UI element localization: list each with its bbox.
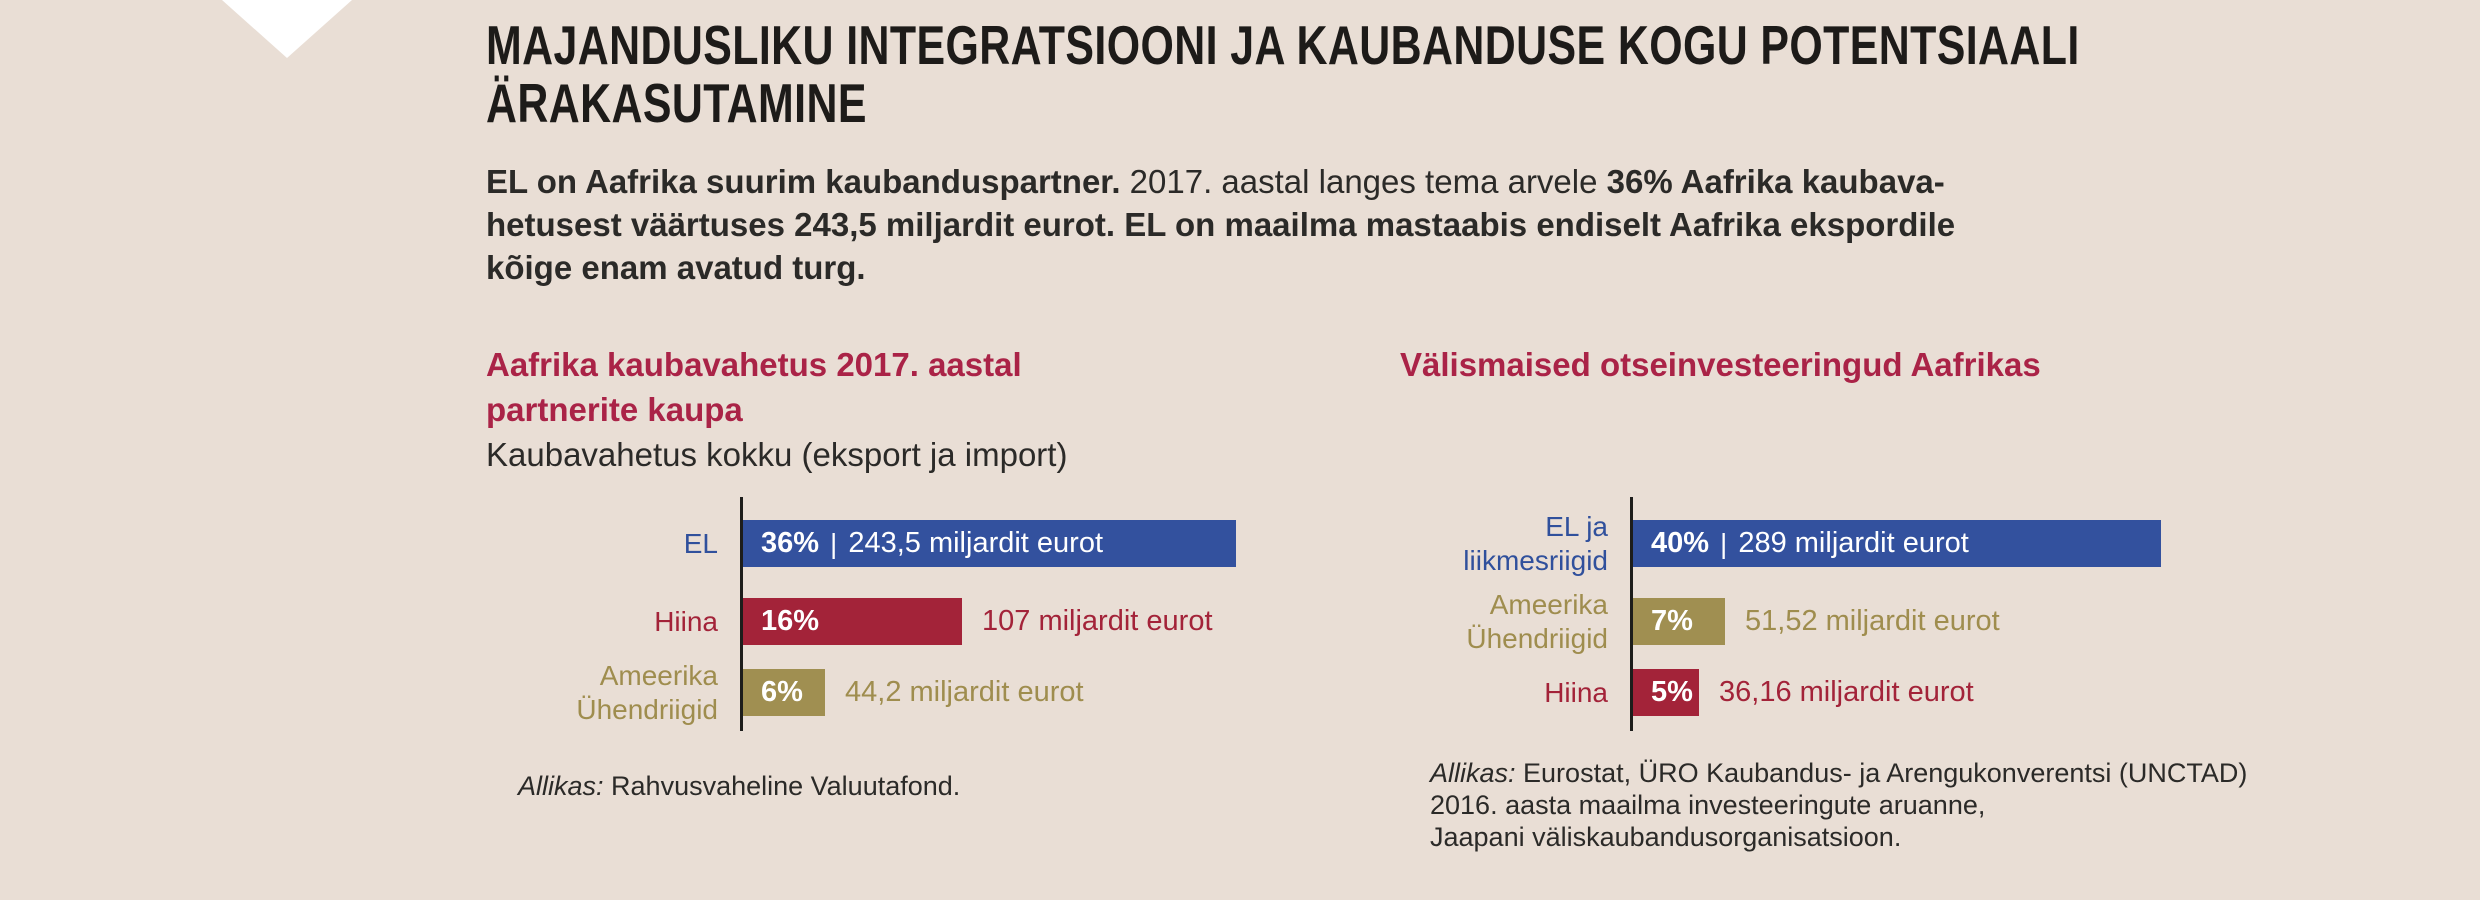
intro-line-1: EL on Aafrika suurim kaubanduspartner. 2… — [486, 160, 1955, 203]
intro-bold-stat: 36% Aafrika kaubava- — [1606, 163, 1945, 200]
bar-label-usa: Ameerika Ühendriigid — [576, 659, 718, 725]
page-title: MAJANDUSLIKU INTEGRATSIOONI JA KAUBANDUS… — [486, 16, 2080, 132]
bar-percent-usa-fdi: 7% — [1651, 605, 1693, 637]
left-chart-heading-line-1: Aafrika kaubavahetus 2017. aastal — [486, 346, 1022, 383]
bar-label-el: EL — [683, 527, 718, 559]
bar-row-usa: Ameerika Ühendriigid 6% 44,2 miljardit e… — [486, 660, 1236, 725]
bar-el-liikmesriigid: 40% | 289 miljardit eurot — [1633, 520, 2161, 567]
source-text: Eurostat, ÜRO Kaubandus- ja Arengukonver… — [1515, 758, 2248, 788]
left-chart-heading: Aafrika kaubavahetus 2017. aastal partne… — [486, 342, 1022, 432]
right-source-line-2: 2016. aasta maailma investeeringute arua… — [1430, 790, 1986, 820]
intro-regular-run: 2017. aastal langes tema arvele — [1120, 163, 1607, 200]
bar-percent-el: 36% — [761, 527, 820, 559]
bar-label-el-liikmesriigid: EL ja liikmesriigid — [1463, 510, 1608, 576]
right-chart-source: Allikas: Eurostat, ÜRO Kaubandus- ja Are… — [1430, 757, 2247, 853]
bar-separator: | — [1720, 527, 1728, 559]
left-chart-rows: EL 36% | 243,5 miljardit eurot Hiina 16%… — [486, 497, 1236, 725]
bar-label-hiina-fdi: Hiina — [1544, 676, 1608, 708]
right-source-line-3: Jaapani väliskaubandusorganisatsioon. — [1430, 822, 1902, 852]
left-chart: EL 36% | 243,5 miljardit eurot Hiina 16%… — [486, 497, 1236, 731]
bar-percent-hiina-fdi: 5% — [1651, 676, 1693, 708]
right-chart-axis — [1630, 497, 1633, 731]
left-chart-subtitle: Kaubavahetus kokku (eksport ja import) — [486, 436, 1068, 473]
bar-value-hiina-fdi: 36,16 miljardit eurot — [1719, 676, 1974, 708]
bar-value-el: 243,5 miljardit eurot — [848, 527, 1104, 559]
bar-value-hiina: 107 miljardit eurot — [982, 605, 1213, 637]
bar-row-el: EL 36% | 243,5 miljardit eurot — [486, 520, 1236, 567]
bar-label-hiina: Hiina — [654, 605, 718, 637]
bar-value-el-liikmesriigid: 289 miljardit eurot — [1738, 527, 1969, 559]
bar-percent-el-liikmesriigid: 40% — [1651, 527, 1710, 559]
right-chart-rows: EL ja liikmesriigid 40% | 289 miljardit … — [1390, 497, 2161, 716]
bar-el: 36% | 243,5 miljardit eurot — [743, 520, 1236, 567]
right-chart-heading: Välismaised otseinvesteeringud Aafrikas — [1400, 346, 2041, 383]
left-source-line-1: Allikas: Rahvusvaheline Valuutafond. — [518, 770, 960, 802]
page-title-line-2: ÄRAKASUTAMINE — [486, 72, 867, 134]
intro-paragraph: EL on Aafrika suurim kaubanduspartner. 2… — [486, 160, 1955, 289]
source-text: Rahvusvaheline Valuutafond. — [603, 771, 961, 801]
left-chart-axis — [740, 497, 743, 731]
bar-row-hiina-fdi: Hiina 5% 36,16 miljardit eurot — [1390, 669, 2161, 716]
page-title-line-1: MAJANDUSLIKU INTEGRATSIOONI JA KAUBANDUS… — [486, 14, 2080, 76]
left-chart-heading-line-2: partnerite kaupa — [486, 391, 743, 428]
bar-usa: 6% — [743, 669, 825, 716]
source-prefix: Allikas: — [1430, 758, 1516, 788]
bar-row-el-liikmesriigid: EL ja liikmesriigid 40% | 289 miljardit … — [1390, 511, 2161, 576]
bar-percent-usa: 6% — [761, 676, 803, 708]
chevron-down-decoration — [222, 0, 352, 58]
left-chart-source: Allikas: Rahvusvaheline Valuutafond. — [518, 770, 960, 802]
intro-line-3: kõige enam avatud turg. — [486, 249, 866, 286]
source-prefix: Allikas: — [518, 771, 604, 801]
bar-separator: | — [830, 527, 838, 559]
bar-hiina: 16% — [743, 598, 962, 645]
bar-value-usa-fdi: 51,52 miljardit eurot — [1745, 605, 2000, 637]
bar-label-usa-fdi: Ameerika Ühendriigid — [1466, 588, 1608, 654]
bar-usa-fdi: 7% — [1633, 598, 1725, 645]
bar-row-hiina: Hiina 16% 107 miljardit eurot — [486, 598, 1236, 645]
intro-line-2: hetusest väärtuses 243,5 miljardit eurot… — [486, 206, 1956, 243]
bar-value-usa: 44,2 miljardit eurot — [845, 676, 1084, 708]
intro-bold-lead: EL on Aafrika suurim kaubanduspartner. — [486, 163, 1121, 200]
bar-percent-hiina: 16% — [761, 605, 820, 637]
right-chart: EL ja liikmesriigid 40% | 289 miljardit … — [1390, 497, 2161, 731]
bar-hiina-fdi: 5% — [1633, 669, 1699, 716]
bar-row-usa-fdi: Ameerika Ühendriigid 7% 51,52 miljardit … — [1390, 589, 2161, 654]
right-source-line-1: Allikas: Eurostat, ÜRO Kaubandus- ja Are… — [1430, 757, 2247, 789]
